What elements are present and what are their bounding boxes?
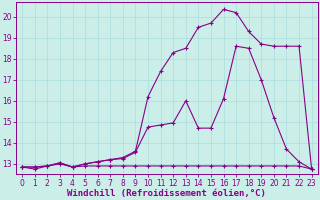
X-axis label: Windchill (Refroidissement éolien,°C): Windchill (Refroidissement éolien,°C) <box>68 189 266 198</box>
